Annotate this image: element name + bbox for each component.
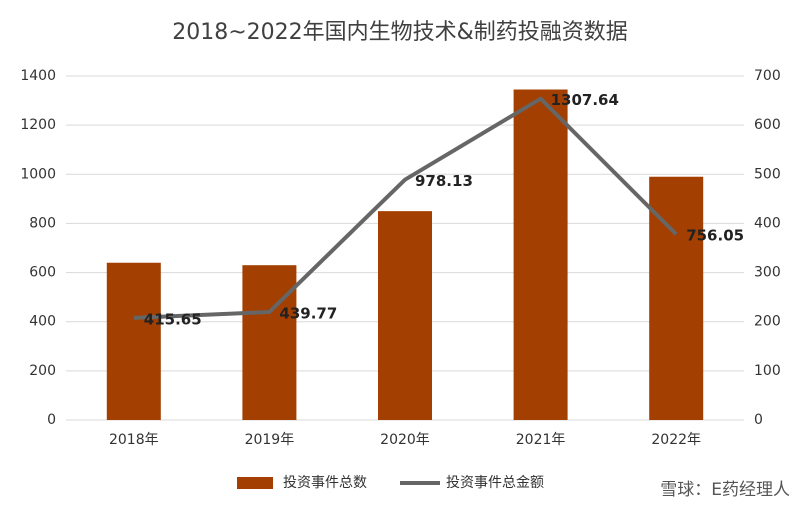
legend-swatch: [237, 477, 273, 489]
y2-tick-label: 200: [754, 314, 781, 330]
y2-tick-label: 600: [754, 117, 781, 133]
x-tick-label: 2019年: [245, 432, 295, 448]
bar: [378, 211, 432, 420]
y2-tick-label: 100: [754, 363, 781, 379]
bar: [106, 262, 161, 420]
y2-tick-label: 400: [754, 215, 781, 231]
y2-tick-label: 0: [754, 412, 763, 428]
line: [133, 96, 678, 320]
y-tick-label: 1400: [20, 68, 56, 84]
y2-tick-label: 500: [754, 166, 781, 182]
bar: [242, 265, 297, 420]
data-label: 439.77: [279, 304, 337, 322]
y2-tick-label: 300: [754, 265, 781, 281]
y-tick-label: 1000: [20, 166, 56, 182]
watermark: 雪球：E药经理人: [660, 480, 790, 500]
legend-label: 投资事件总金额: [446, 475, 544, 491]
x-tick-label: 2021年: [516, 432, 566, 448]
x-tick-label: 2022年: [651, 432, 701, 448]
x-tick-label: 2020年: [380, 432, 430, 448]
data-label: 415.65: [144, 310, 202, 328]
y2-tick-label: 700: [754, 68, 781, 84]
y-tick-label: 600: [29, 265, 56, 281]
y-tick-label: 200: [29, 363, 56, 379]
y-tick-label: 400: [29, 314, 56, 330]
data-label: 978.13: [415, 172, 473, 190]
data-label: 756.05: [686, 227, 744, 245]
bar: [513, 89, 568, 420]
data-label: 1307.64: [551, 91, 619, 109]
y-tick-label: 1200: [20, 117, 56, 133]
x-tick-label: 2018年: [109, 432, 159, 448]
chart-title: 2018~2022年国内生物技术&制药投融资数据: [172, 20, 628, 45]
legend-label: 投资事件总数: [283, 475, 367, 491]
y-tick-label: 0: [47, 412, 56, 428]
y-tick-label: 800: [29, 215, 56, 231]
